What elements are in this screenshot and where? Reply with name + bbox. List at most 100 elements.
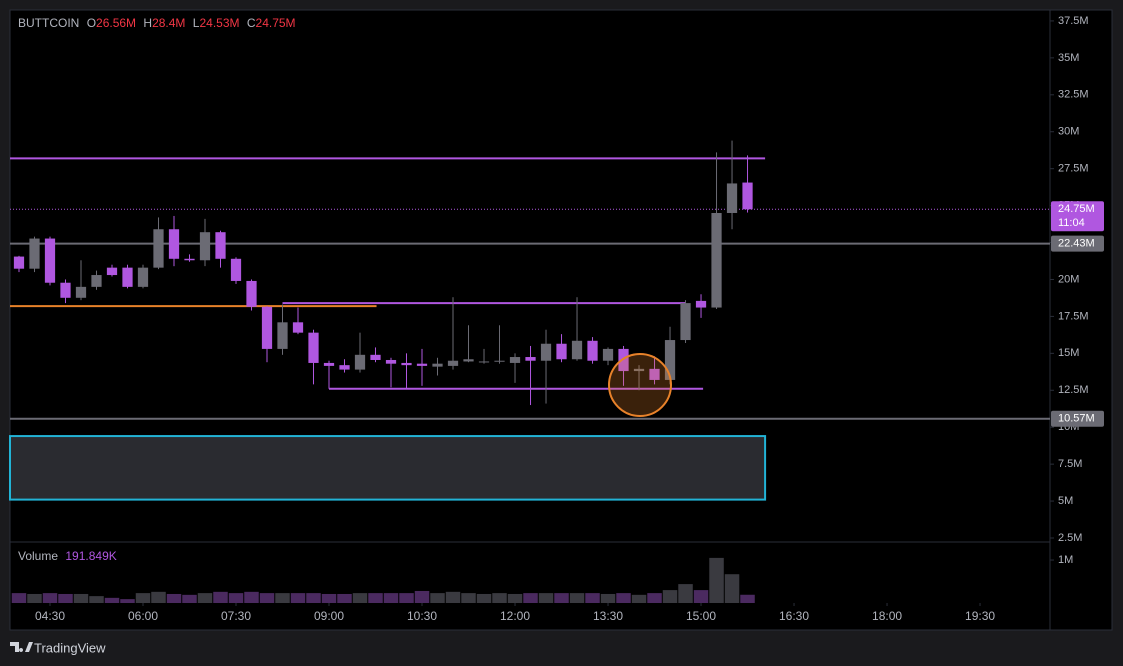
candle-body xyxy=(230,258,242,281)
volume-bar xyxy=(11,593,27,603)
candle-body xyxy=(540,343,552,361)
x-tick-label: 10:30 xyxy=(407,609,437,623)
candle-body xyxy=(91,275,102,287)
volume-bar xyxy=(523,593,538,603)
candle-body xyxy=(277,322,288,349)
legend-value: 24.53M xyxy=(199,16,239,30)
volume-bar xyxy=(259,593,275,603)
candle-body xyxy=(339,365,350,370)
candle-body xyxy=(463,359,474,362)
x-tick-label: 07:30 xyxy=(221,609,251,623)
candle-body xyxy=(13,256,25,269)
candle-body xyxy=(602,348,614,361)
candle-body xyxy=(509,357,521,363)
candle-body xyxy=(308,332,319,363)
candle-body xyxy=(401,362,412,366)
legend-label: O xyxy=(87,16,96,30)
candle-body xyxy=(106,267,118,276)
legend-label: H xyxy=(143,16,152,30)
candle-body xyxy=(75,286,87,298)
y-tick-label: 12.5M xyxy=(1058,384,1089,396)
candle-body xyxy=(618,348,629,372)
candle-body xyxy=(571,340,583,360)
volume-tick-label: 1M xyxy=(1058,554,1073,566)
volume-title: Volume xyxy=(18,549,58,563)
candle-body xyxy=(137,267,149,287)
y-tick-label: 17.5M xyxy=(1058,310,1089,322)
volume-bar xyxy=(445,591,461,603)
y-tick-label: 15M xyxy=(1058,347,1079,359)
price-label: 24.75M xyxy=(1058,203,1095,215)
x-tick-label: 16:30 xyxy=(779,609,809,623)
volume-bar xyxy=(337,593,352,603)
x-tick-label: 18:00 xyxy=(872,609,902,623)
legend-label: L xyxy=(193,16,200,30)
x-tick-label: 09:00 xyxy=(314,609,344,623)
candle-body xyxy=(354,354,366,370)
candle-body xyxy=(726,183,738,213)
volume-bar xyxy=(197,593,213,603)
y-tick-label: 30M xyxy=(1058,126,1079,138)
volume-bar xyxy=(120,599,135,603)
volume-bar xyxy=(213,591,228,603)
volume-bar xyxy=(228,593,244,603)
volume-bar xyxy=(27,593,42,603)
volume-bar xyxy=(89,596,104,603)
candle-body xyxy=(292,322,304,333)
volume-bar xyxy=(135,593,151,603)
chart-background xyxy=(9,9,1113,631)
x-tick-label: 12:00 xyxy=(500,609,530,623)
volume-bar xyxy=(430,593,445,603)
x-tick-label: 13:30 xyxy=(593,609,623,623)
volume-bar xyxy=(399,593,414,603)
candle-body xyxy=(29,238,40,269)
x-tick-label: 15:00 xyxy=(686,609,716,623)
footer-logo xyxy=(10,642,33,652)
volume-bar xyxy=(600,593,616,603)
header-legend: BUTTCOIN O26.56M H28.4M L24.53M C24.75M xyxy=(18,16,296,30)
volume-bar xyxy=(569,593,585,603)
volume-bar xyxy=(166,593,182,603)
volume-bar xyxy=(151,591,166,603)
legend-label: C xyxy=(247,16,256,30)
candle-body xyxy=(649,368,660,380)
volume-bar xyxy=(461,593,476,603)
candle-body xyxy=(711,212,722,308)
candle-body xyxy=(370,354,381,360)
volume-bar xyxy=(275,593,290,603)
volume-bar xyxy=(585,593,600,603)
candle-body xyxy=(44,238,56,283)
x-tick-label: 04:30 xyxy=(35,609,65,623)
price-label-box xyxy=(1051,235,1104,252)
candle-body xyxy=(587,340,598,361)
y-tick-label: 37.5M xyxy=(1058,15,1089,27)
highlight-circle xyxy=(608,353,672,417)
volume-bar xyxy=(244,591,259,603)
y-tick-label: 32.5M xyxy=(1058,89,1089,101)
volume-bar xyxy=(182,594,197,603)
candle-body xyxy=(261,306,273,349)
price-countdown: 11:04 xyxy=(1058,217,1085,229)
volume-bar xyxy=(414,590,430,603)
volume-bar xyxy=(290,593,306,603)
volume-bar xyxy=(647,593,662,603)
candle-body xyxy=(416,363,428,366)
legend-value: 26.56M xyxy=(96,16,136,30)
legend-value: 24.75M xyxy=(256,16,296,30)
volume-bar xyxy=(492,593,507,603)
volume-bar xyxy=(724,574,740,603)
x-tick-label: 06:00 xyxy=(128,609,158,623)
volume-bar xyxy=(42,593,58,603)
x-tick-label: 19:30 xyxy=(965,609,995,623)
volume-bar xyxy=(383,593,399,603)
price-label: 10.57M xyxy=(1058,413,1095,425)
candle-body xyxy=(680,303,691,341)
y-tick-label: 20M xyxy=(1058,273,1079,285)
volume-bar xyxy=(631,594,647,603)
symbol: BUTTCOIN xyxy=(18,16,79,30)
volume-bar xyxy=(104,597,120,603)
candle-body xyxy=(432,363,443,367)
brand: TradingView xyxy=(34,640,106,655)
volume-bar xyxy=(693,590,709,603)
volume-value: 191.849K xyxy=(65,549,116,563)
